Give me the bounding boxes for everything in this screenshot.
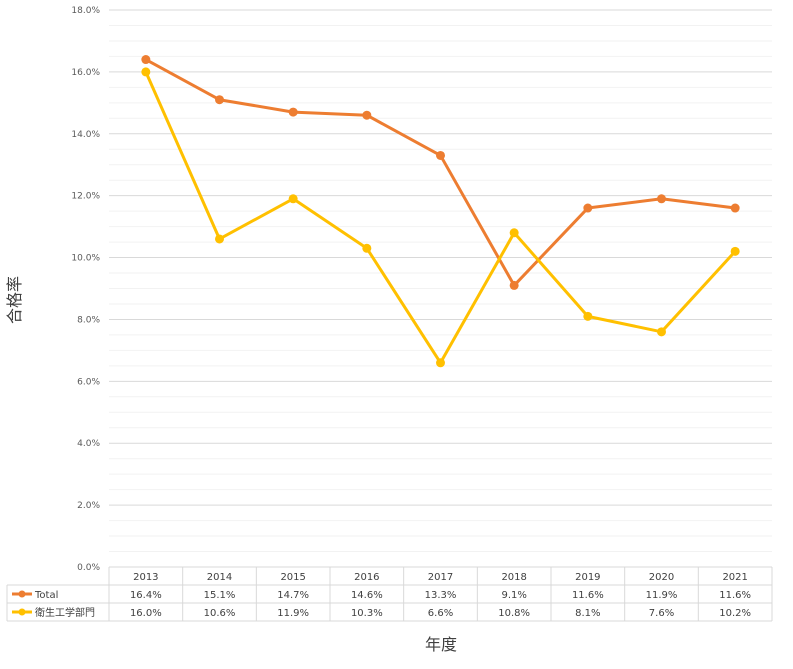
- data-point: [215, 95, 224, 105]
- data-label: 10.2%: [719, 608, 751, 619]
- data-point: [362, 243, 372, 253]
- data-label: 9.1%: [501, 590, 526, 601]
- data-label: 11.6%: [719, 590, 751, 601]
- data-label: 14.6%: [351, 590, 383, 601]
- data-label: 16.4%: [130, 590, 162, 601]
- data-point: [436, 358, 445, 368]
- x-tick-label: 2018: [501, 572, 526, 583]
- minor-gridlines: [109, 24, 772, 553]
- data-label: 7.6%: [649, 608, 674, 619]
- y-tick-label: 16.0%: [71, 68, 100, 78]
- data-point: [730, 246, 740, 256]
- y-axis-title: 合格率: [5, 276, 24, 324]
- data-point: [657, 327, 666, 337]
- x-tick-label: 2021: [722, 572, 747, 583]
- data-point: [730, 203, 740, 213]
- data-point: [657, 194, 666, 204]
- data-point: [288, 107, 298, 117]
- x-tick-label: 2016: [354, 572, 379, 583]
- legend-marker: [18, 590, 26, 598]
- y-tick-label: 0.0%: [77, 563, 100, 573]
- y-tick-label: 18.0%: [71, 6, 100, 16]
- data-label: 11.9%: [277, 608, 309, 619]
- data-label: 13.3%: [425, 590, 457, 601]
- data-label: 16.0%: [130, 608, 162, 619]
- data-label: 15.1%: [204, 590, 236, 601]
- y-tick-label: 2.0%: [77, 501, 100, 511]
- y-tick-label: 4.0%: [77, 439, 100, 449]
- data-point: [288, 194, 298, 204]
- x-axis-title: 年度: [425, 635, 457, 654]
- data-point: [362, 110, 372, 120]
- data-table: 2013 2014 2015 2016 2017 2018 2019 2020 2021 Tota…: [6, 567, 773, 622]
- data-label: 10.3%: [351, 608, 383, 619]
- data-point: [583, 311, 593, 321]
- data-point: [436, 150, 445, 160]
- y-tick-label: 8.0%: [77, 315, 100, 325]
- data-point: [141, 55, 151, 65]
- y-axis-tick-labels: 0.0% 2.0% 4.0% 6.0% 8.0% 10.0% 12.0% 14.0% 16.0%…: [71, 6, 100, 573]
- y-tick-label: 14.0%: [71, 130, 100, 140]
- data-point: [141, 67, 151, 77]
- data-point: [583, 203, 593, 213]
- data-point: [509, 280, 519, 290]
- data-label: 6.6%: [428, 608, 453, 619]
- data-label: 8.1%: [575, 608, 600, 619]
- y-tick-label: 10.0%: [71, 254, 100, 264]
- data-point: [509, 228, 519, 238]
- major-gridlines: [109, 9, 772, 568]
- data-label: 10.6%: [204, 608, 236, 619]
- legend-label: Total: [34, 590, 58, 601]
- y-tick-label: 6.0%: [77, 377, 100, 387]
- data-label: 14.7%: [277, 590, 309, 601]
- y-tick-label: 12.0%: [71, 192, 100, 202]
- x-tick-label: 2019: [575, 572, 600, 583]
- data-point: [215, 234, 224, 244]
- series-line: [144, 58, 737, 287]
- x-tick-label: 2014: [207, 572, 232, 583]
- legend-label: 衛生工学部門: [35, 606, 95, 619]
- x-tick-label: 2015: [280, 572, 305, 583]
- legend-marker: [18, 608, 26, 616]
- x-tick-label: 2013: [133, 572, 158, 583]
- x-tick-label: 2020: [649, 572, 674, 583]
- series-points: [141, 55, 740, 368]
- x-tick-label: 2017: [428, 572, 453, 583]
- data-label: 10.8%: [498, 608, 530, 619]
- data-label: 11.6%: [572, 590, 604, 601]
- data-label: 11.9%: [646, 590, 678, 601]
